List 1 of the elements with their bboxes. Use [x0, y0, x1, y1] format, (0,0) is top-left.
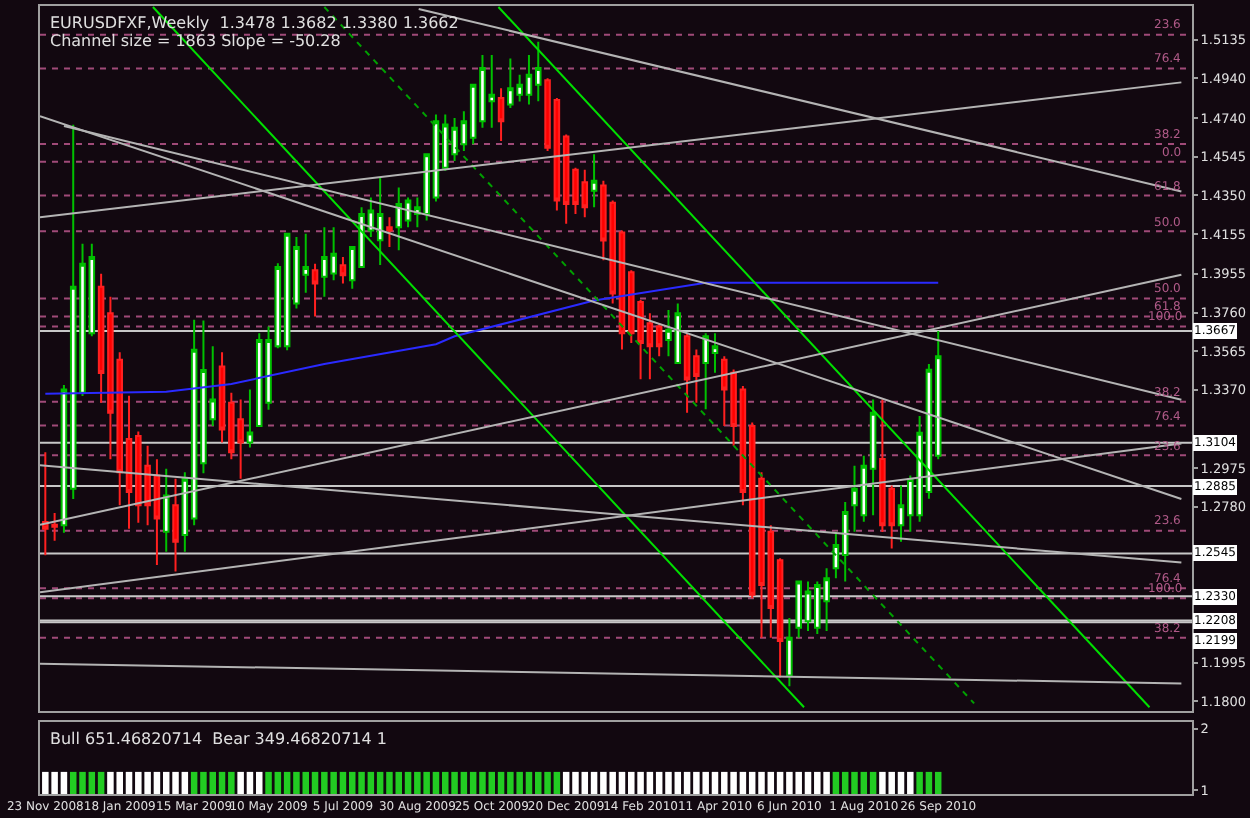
text: Bull 651.46820714 Bear 349.46820714 1	[50, 730, 387, 748]
